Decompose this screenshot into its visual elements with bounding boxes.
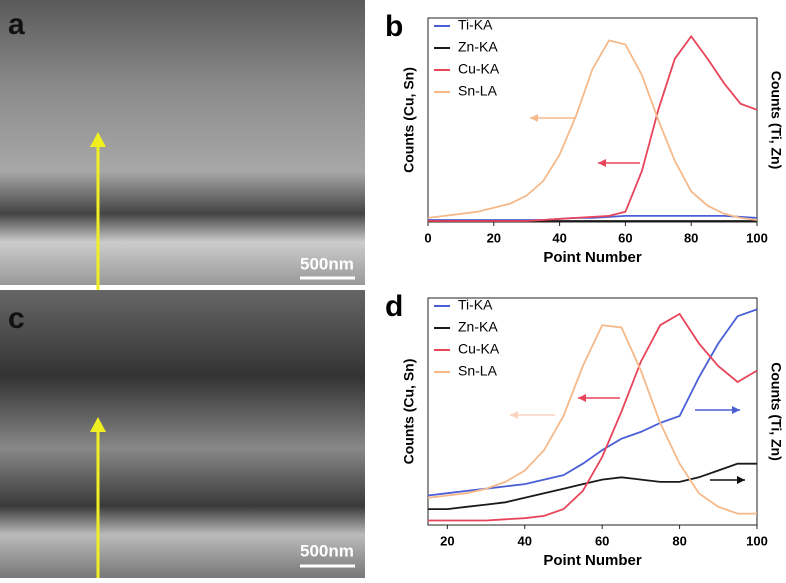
data-line <box>428 462 757 510</box>
data-line <box>428 34 758 222</box>
x-tick-label: 80 <box>684 230 698 245</box>
legend-label: Ti-KA <box>458 17 493 33</box>
x-axis-label: Point Number <box>543 552 641 569</box>
plot-frame <box>427 297 758 526</box>
data-line <box>427 308 758 497</box>
y-axis-label: Counts (Cu, Sn) <box>401 67 417 173</box>
x-tick-label: 60 <box>595 533 609 548</box>
y2-axis-label: Counts (Ti, Zn) <box>768 362 784 461</box>
x-tick-label: 20 <box>487 230 501 245</box>
scale-bar-label: 500nm <box>300 254 354 273</box>
annotation-arrowhead <box>732 406 740 414</box>
sem-image-c: c 500nm <box>0 290 365 578</box>
annotation-arrowhead <box>737 476 745 484</box>
sem-image-a: a 500nm <box>0 0 365 290</box>
x-tick-label: 20 <box>440 533 454 548</box>
data-line <box>427 324 757 515</box>
x-tick-label: 40 <box>552 230 566 245</box>
panel-label: a <box>8 8 25 41</box>
x-tick-label: 0 <box>424 230 431 245</box>
data-line <box>428 215 758 221</box>
legend-label: Sn-LA <box>458 363 498 379</box>
x-tick-label: 60 <box>618 230 632 245</box>
plot-frame <box>427 17 758 223</box>
x-tick-label: 80 <box>672 533 686 548</box>
scale-bar-label: 500nm <box>300 541 354 560</box>
data-line <box>428 312 758 522</box>
y-axis-label: Counts (Cu, Sn) <box>401 359 417 465</box>
annotation-arrowhead <box>598 159 606 167</box>
y2-axis-label: Counts (Ti, Zn) <box>768 71 784 170</box>
panel-label: d <box>385 290 403 323</box>
panel-label: b <box>385 10 403 43</box>
legend-label: Ti-KA <box>458 297 493 313</box>
annotation-arrowhead <box>510 411 518 419</box>
x-tick-label: 100 <box>746 533 768 548</box>
annotation-arrowhead <box>578 394 586 402</box>
legend-label: Zn-KA <box>458 39 498 55</box>
legend-label: Sn-LA <box>458 83 498 99</box>
legend-label: Zn-KA <box>458 319 498 335</box>
x-tick-label: 40 <box>518 533 532 548</box>
legend-label: Cu-KA <box>458 61 500 77</box>
data-line <box>427 39 758 221</box>
legend-label: Cu-KA <box>458 341 500 357</box>
x-tick-label: 100 <box>746 230 768 245</box>
x-axis-label: Point Number <box>543 249 641 266</box>
annotation-arrowhead <box>530 114 538 122</box>
panel-label: c <box>8 302 25 335</box>
